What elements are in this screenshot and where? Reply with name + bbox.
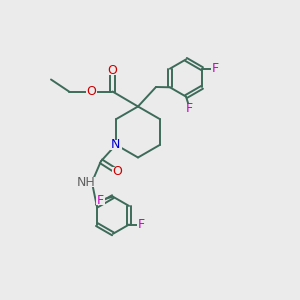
Text: N: N [111, 138, 121, 151]
Text: O: O [87, 85, 96, 98]
FancyBboxPatch shape [78, 177, 95, 187]
FancyBboxPatch shape [86, 87, 97, 96]
Text: NH: NH [77, 176, 96, 189]
FancyBboxPatch shape [107, 66, 118, 75]
Text: F: F [97, 194, 104, 207]
Text: F: F [138, 218, 145, 231]
FancyBboxPatch shape [112, 167, 123, 176]
FancyBboxPatch shape [137, 220, 146, 229]
FancyBboxPatch shape [110, 140, 122, 150]
Text: F: F [186, 101, 193, 115]
Text: F: F [212, 62, 219, 75]
Text: O: O [108, 64, 117, 77]
FancyBboxPatch shape [95, 196, 105, 205]
Text: O: O [112, 165, 122, 178]
FancyBboxPatch shape [185, 103, 194, 112]
FancyBboxPatch shape [211, 64, 220, 73]
